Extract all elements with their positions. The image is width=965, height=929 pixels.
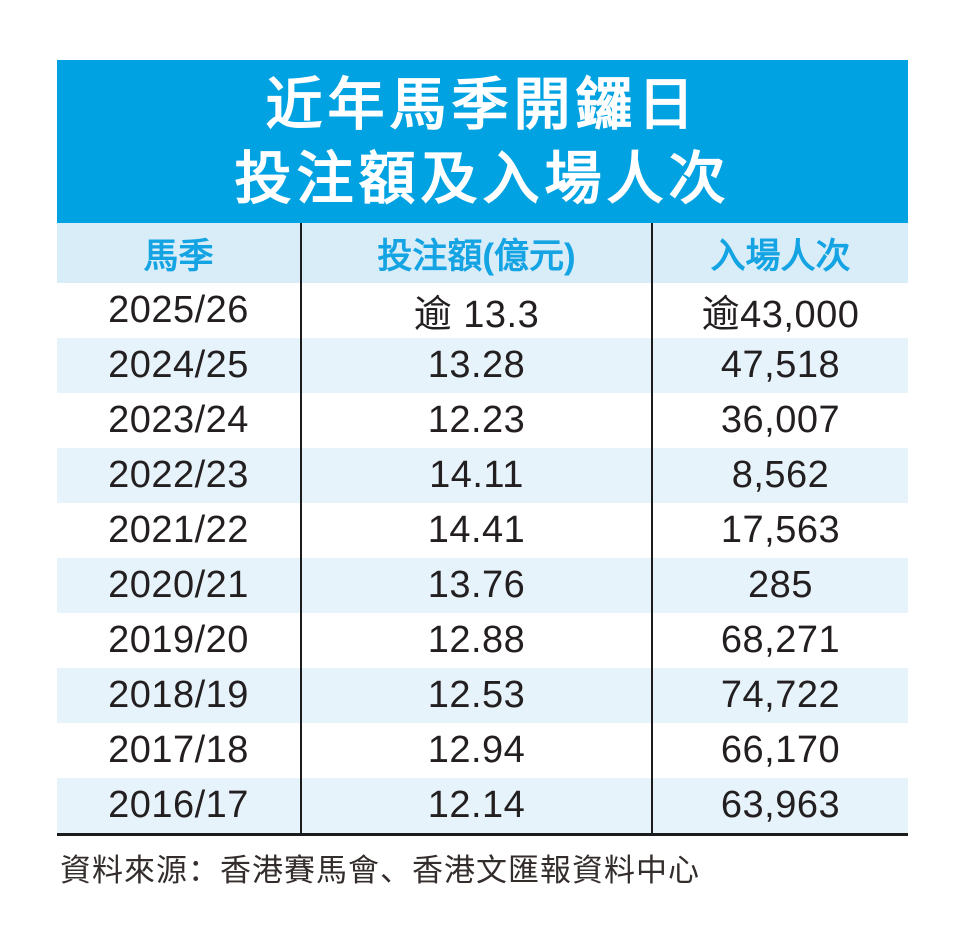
betting-table-panel: 近年馬季開鑼日 投注額及入場人次 馬季 投注額(億元) 入場人次 2025/26… [57, 60, 908, 890]
title-line-2: 投注額及入場人次 [234, 146, 731, 211]
table-row: 2022/23 14.11 8,562 [57, 448, 908, 503]
cell-turnover: 12.53 [300, 668, 653, 723]
cell-season: 2020/21 [108, 564, 249, 606]
cell-turnover: 12.88 [300, 613, 653, 668]
cell-season: 2016/17 [108, 784, 249, 826]
table-header-row: 馬季 投注額(億元) 入場人次 [57, 223, 908, 283]
table-row: 2024/25 13.28 47,518 [57, 338, 908, 393]
cell-attendance: 36,007 [720, 399, 841, 441]
table-row: 2023/24 12.23 36,007 [57, 393, 908, 448]
table-title-banner: 近年馬季開鑼日 投注額及入場人次 [57, 60, 908, 223]
cell-attendance: 68,271 [720, 619, 841, 661]
cell-attendance: 8,562 [731, 454, 830, 496]
cell-turnover: 14.11 [300, 448, 653, 503]
table-row: 2016/17 12.14 63,963 [57, 778, 908, 833]
cell-turnover: 14.41 [300, 503, 653, 558]
header-season: 馬季 [143, 236, 214, 276]
cell-season: 2021/22 [108, 509, 249, 551]
cell-turnover: 13.28 [300, 338, 653, 393]
cell-season: 2017/18 [108, 729, 249, 771]
table-row: 2019/20 12.88 68,271 [57, 613, 908, 668]
cell-attendance: 74,722 [720, 674, 841, 716]
cell-turnover: 12.14 [300, 778, 653, 833]
table-row: 2021/22 14.41 17,563 [57, 503, 908, 558]
table-row: 2017/18 12.94 66,170 [57, 723, 908, 778]
cell-attendance: 66,170 [720, 729, 841, 771]
cell-attendance: 63,963 [720, 784, 841, 826]
cell-turnover: 12.23 [300, 393, 653, 448]
table-body: 2025/26 逾 13.3 逾43,000 2024/25 13.28 47,518 20… [57, 283, 908, 836]
cell-turnover: 12.94 [300, 723, 653, 778]
header-turnover: 投注額(億元) [300, 223, 653, 283]
cell-turnover: 逾 13.3 [300, 283, 653, 338]
cell-attendance: 17,563 [720, 509, 841, 551]
cell-attendance: 285 [748, 564, 813, 606]
table-row: 2018/19 12.53 74,722 [57, 668, 908, 723]
title-line-1: 近年馬季開鑼日 [265, 72, 700, 137]
cell-season: 2025/26 [108, 289, 249, 331]
cell-season: 2023/24 [108, 399, 249, 441]
source-note: 資料來源：香港賽馬會、香港文匯報資料中心 [60, 853, 700, 888]
cell-season: 2024/25 [108, 344, 249, 386]
cell-season: 2018/19 [108, 674, 249, 716]
cell-attendance: 47,518 [720, 344, 841, 386]
table-row: 2025/26 逾 13.3 逾43,000 [57, 283, 908, 338]
header-attendance: 入場人次 [710, 236, 851, 276]
cell-season: 2019/20 [108, 619, 249, 661]
cell-turnover: 13.76 [300, 558, 653, 613]
cell-attendance: 逾43,000 [701, 294, 860, 336]
cell-season: 2022/23 [108, 454, 249, 496]
table-row: 2020/21 13.76 285 [57, 558, 908, 613]
